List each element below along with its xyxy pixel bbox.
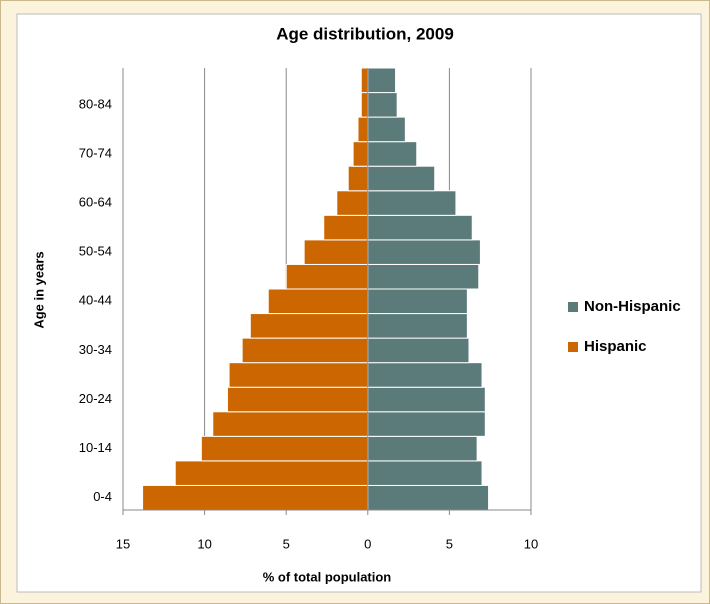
y-tick-label: 10-14 xyxy=(79,440,112,455)
bar xyxy=(357,116,369,143)
bar xyxy=(212,411,369,437)
bar xyxy=(367,386,486,413)
bar xyxy=(285,263,369,290)
y-tick-label: 70-74 xyxy=(79,145,112,160)
bar xyxy=(367,484,490,511)
bar xyxy=(347,165,369,192)
y-tick-label: 40-44 xyxy=(79,293,112,308)
x-tick-label: 10 xyxy=(524,536,538,551)
bar xyxy=(367,460,483,486)
bar xyxy=(267,288,369,315)
chart-title: Age distribution, 2009 xyxy=(276,24,454,43)
legend-label: Non-Hispanic xyxy=(584,298,681,315)
y-tick-label: 30-34 xyxy=(79,342,112,357)
bar xyxy=(367,288,468,315)
bar xyxy=(142,484,369,511)
bar xyxy=(228,362,369,388)
bar xyxy=(367,337,470,364)
bar xyxy=(367,67,397,94)
bar xyxy=(360,92,369,118)
x-tick-label: 10 xyxy=(197,536,211,551)
x-tick-label: 5 xyxy=(446,536,453,551)
bar xyxy=(249,313,369,339)
y-tick-label: 0-4 xyxy=(93,489,112,504)
bar xyxy=(367,116,406,143)
bar xyxy=(367,263,480,290)
bar xyxy=(200,435,369,462)
y-tick-label: 80-84 xyxy=(79,96,112,111)
bar xyxy=(367,411,486,437)
bar xyxy=(367,435,478,462)
bar xyxy=(367,214,473,241)
x-axis-title: % of total population xyxy=(263,569,392,584)
bar xyxy=(241,337,369,364)
bar xyxy=(367,190,457,216)
x-tick-label: 5 xyxy=(283,536,290,551)
x-tick-label: 15 xyxy=(116,536,130,551)
bar xyxy=(226,386,369,413)
bar xyxy=(352,141,369,167)
y-axis-title: Age in years xyxy=(31,251,46,328)
bar xyxy=(367,92,398,118)
y-tick-label: 60-64 xyxy=(79,194,112,209)
y-tick-label: 20-24 xyxy=(79,391,112,406)
bar xyxy=(367,313,468,339)
legend-swatch xyxy=(568,342,578,352)
bar xyxy=(367,141,418,167)
bar xyxy=(174,460,369,486)
bar xyxy=(323,214,369,241)
y-tick-label: 50-54 xyxy=(79,244,112,259)
bar xyxy=(367,362,483,388)
bar xyxy=(367,239,481,265)
legend-label: Hispanic xyxy=(584,338,647,355)
legend-swatch xyxy=(568,302,578,312)
bar xyxy=(303,239,369,265)
bar xyxy=(367,165,436,192)
x-tick-label: 0 xyxy=(364,536,371,551)
bar xyxy=(336,190,369,216)
bar xyxy=(360,67,369,94)
